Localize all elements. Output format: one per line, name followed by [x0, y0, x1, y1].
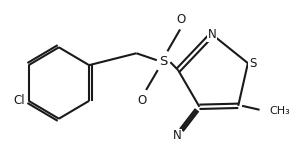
Text: S: S — [249, 57, 256, 70]
Text: CH₃: CH₃ — [269, 106, 290, 116]
Text: N: N — [208, 28, 216, 41]
Text: O: O — [176, 13, 186, 26]
Text: S: S — [159, 55, 168, 68]
Text: O: O — [138, 94, 147, 107]
Text: N: N — [173, 129, 182, 142]
Text: Cl: Cl — [13, 94, 25, 107]
